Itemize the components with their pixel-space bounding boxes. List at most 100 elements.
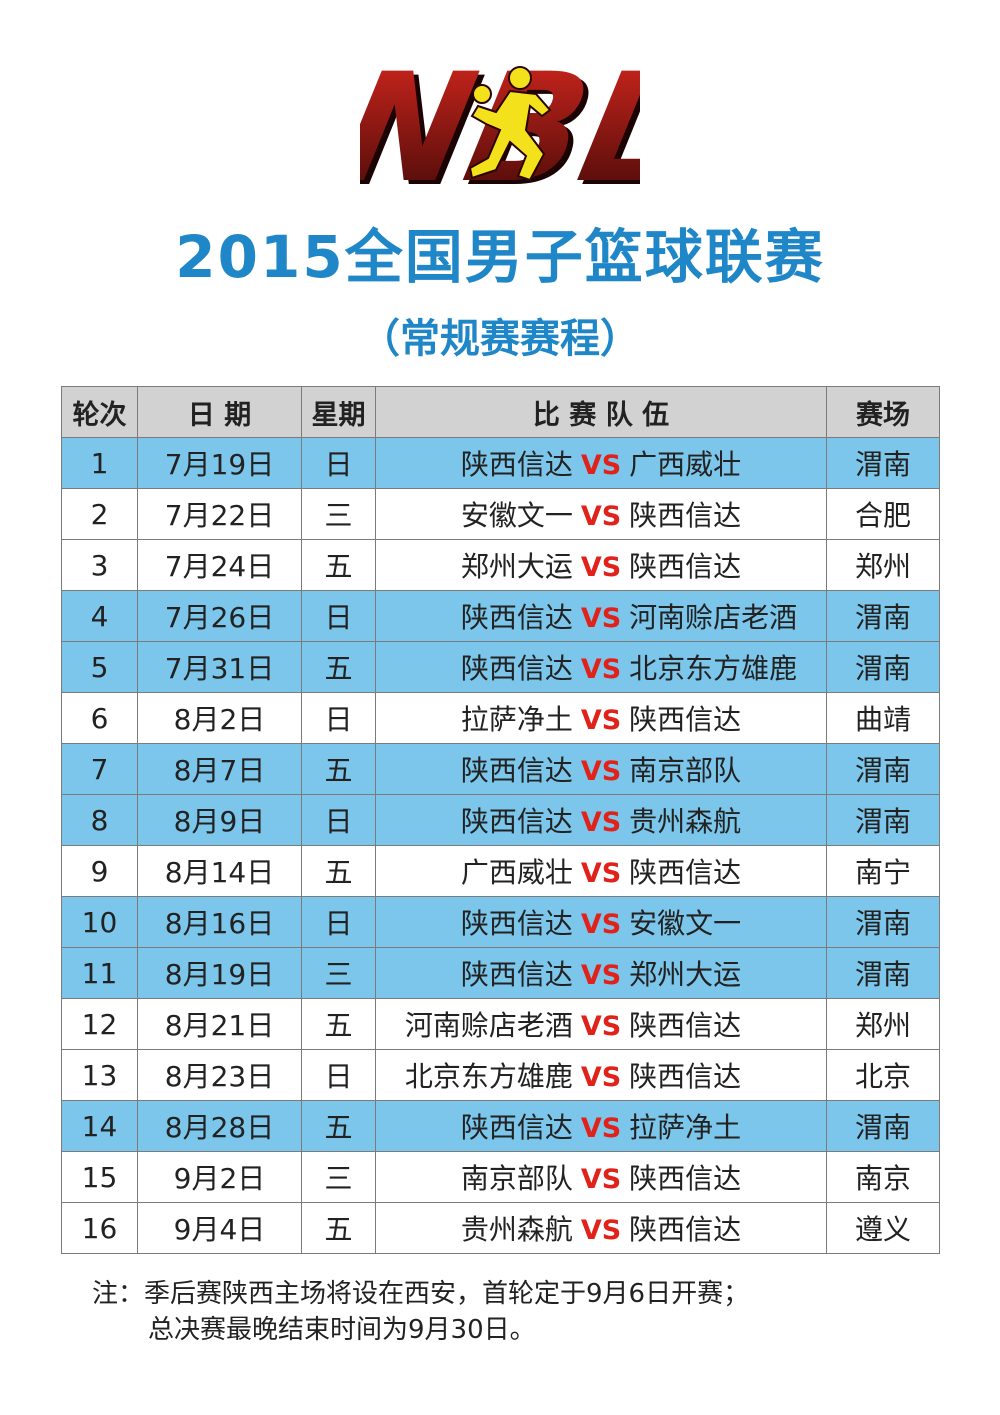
team-a: 陕西信达	[460, 754, 573, 787]
team-b: 陕西信达	[629, 550, 742, 583]
team-b: 陕西信达	[629, 1009, 742, 1042]
cell-date: 7月31日	[137, 641, 302, 693]
table-row: 4 7月26日日陕西信达 VS 河南赊店老酒 渭南	[61, 590, 940, 642]
table-row: 10 8月16日日陕西信达 VS 安徽文一 渭南	[61, 896, 940, 948]
table-row: 8 8月9日日陕西信达 VS 贵州森航 渭南	[61, 794, 940, 846]
cell-date: 8月28日	[137, 1100, 302, 1152]
cell-round: 12	[61, 998, 138, 1050]
table-row: 16 9月4日五贵州森航 VS 陕西信达 遵义	[61, 1202, 940, 1254]
cell-venue: 渭南	[826, 437, 940, 489]
cell-venue: 南宁	[826, 845, 940, 897]
team-a: 陕西信达	[460, 958, 573, 991]
cell-match: 陕西信达 VS 广西威壮	[375, 437, 827, 489]
cell-date: 8月14日	[137, 845, 302, 897]
cell-round: 5	[61, 641, 138, 693]
cell-weekday: 五	[301, 1202, 376, 1254]
cell-match: 陕西信达 VS 贵州森航	[375, 794, 827, 846]
cell-match: 陕西信达 VS 安徽文一	[375, 896, 827, 948]
team-b: 安徽文一	[629, 907, 742, 940]
cell-date: 7月22日	[137, 488, 302, 540]
header-venue: 赛场	[826, 386, 940, 438]
cell-venue: 渭南	[826, 794, 940, 846]
cell-match: 陕西信达 VS 南京部队	[375, 743, 827, 795]
cell-venue: 渭南	[826, 641, 940, 693]
cell-date: 8月21日	[137, 998, 302, 1050]
cell-weekday: 日	[301, 590, 376, 642]
team-a: 郑州大运	[460, 550, 573, 583]
vs-label: VS	[580, 807, 622, 838]
cell-match: 贵州森航 VS 陕西信达	[375, 1202, 827, 1254]
cell-match: 陕西信达 VS 北京东方雄鹿	[375, 641, 827, 693]
team-b: 河南赊店老酒	[629, 601, 798, 634]
vs-label: VS	[580, 960, 622, 991]
cell-weekday: 日	[301, 794, 376, 846]
header-round: 轮次	[61, 386, 138, 438]
team-b: 郑州大运	[629, 958, 742, 991]
page-title: 2015全国男子篮球联赛	[175, 223, 825, 291]
player-silhouette-icon	[468, 66, 552, 182]
cell-weekday: 日	[301, 1049, 376, 1101]
cell-round: 14	[61, 1100, 138, 1152]
cell-match: 陕西信达 VS 郑州大运	[375, 947, 827, 999]
team-a: 陕西信达	[460, 448, 573, 481]
vs-label: VS	[580, 1113, 622, 1144]
cell-match: 南京部队 VS 陕西信达	[375, 1151, 827, 1203]
footnote-line-1: 注：季后赛陕西主场将设在西安，首轮定于9月6日开赛；	[92, 1279, 750, 1309]
cell-venue: 渭南	[826, 743, 940, 795]
table-row: 6 8月2日日拉萨净土 VS 陕西信达 曲靖	[61, 692, 940, 744]
team-a: 河南赊店老酒	[404, 1009, 573, 1042]
team-a: 陕西信达	[460, 1111, 573, 1144]
cell-weekday: 三	[301, 1151, 376, 1203]
vs-label: VS	[580, 450, 622, 481]
cell-venue: 渭南	[826, 947, 940, 999]
table-row: 2 7月22日三安徽文一 VS 陕西信达 合肥	[61, 488, 940, 540]
cell-match: 陕西信达 VS 拉萨净土	[375, 1100, 827, 1152]
cell-date: 7月26日	[137, 590, 302, 642]
cell-weekday: 五	[301, 743, 376, 795]
cell-weekday: 五	[301, 539, 376, 591]
vs-label: VS	[580, 858, 622, 889]
team-a: 安徽文一	[460, 499, 573, 532]
team-b: 陕西信达	[629, 1213, 742, 1246]
vs-label: VS	[580, 1011, 622, 1042]
cell-date: 7月24日	[137, 539, 302, 591]
cell-match: 郑州大运 VS 陕西信达	[375, 539, 827, 591]
cell-date: 8月16日	[137, 896, 302, 948]
cell-match: 陕西信达 VS 河南赊店老酒	[375, 590, 827, 642]
footnote-line-2: 总决赛最晚结束时间为9月30日。	[148, 1315, 536, 1345]
table-header-row: 轮次 日 期 星期 比 赛 队 伍 赛场	[61, 386, 940, 438]
table-row: 15 9月2日三南京部队 VS 陕西信达 南京	[61, 1151, 940, 1203]
vs-label: VS	[580, 1062, 622, 1093]
team-a: 陕西信达	[460, 652, 573, 685]
vs-label: VS	[580, 909, 622, 940]
cell-round: 8	[61, 794, 138, 846]
cell-round: 3	[61, 539, 138, 591]
cell-date: 8月9日	[137, 794, 302, 846]
cell-round: 11	[61, 947, 138, 999]
cell-match: 广西威壮 VS 陕西信达	[375, 845, 827, 897]
schedule-table: 轮次 日 期 星期 比 赛 队 伍 赛场 1 7月19日日陕西信达 VS 广西威壮 渭南…	[61, 386, 940, 1254]
vs-label: VS	[580, 603, 622, 634]
team-a: 南京部队	[460, 1162, 573, 1195]
footnote: 注：季后赛陕西主场将设在西安，首轮定于9月6日开赛； 总决赛最晚结束时间为9月3…	[92, 1276, 749, 1348]
cell-match: 河南赊店老酒 VS 陕西信达	[375, 998, 827, 1050]
cell-round: 15	[61, 1151, 138, 1203]
cell-weekday: 日	[301, 692, 376, 744]
team-a: 陕西信达	[460, 907, 573, 940]
vs-label: VS	[580, 654, 622, 685]
vs-label: VS	[580, 1215, 622, 1246]
vs-label: VS	[580, 705, 622, 736]
vs-label: VS	[580, 501, 622, 532]
table-row: 7 8月7日五陕西信达 VS 南京部队 渭南	[61, 743, 940, 795]
cell-venue: 北京	[826, 1049, 940, 1101]
cell-round: 4	[61, 590, 138, 642]
cell-venue: 郑州	[826, 539, 940, 591]
nbl-logo: NBL NBL	[360, 58, 640, 190]
cell-weekday: 五	[301, 1100, 376, 1152]
cell-weekday: 五	[301, 845, 376, 897]
cell-match: 北京东方雄鹿 VS 陕西信达	[375, 1049, 827, 1101]
header-date: 日 期	[137, 386, 302, 438]
cell-date: 8月2日	[137, 692, 302, 744]
team-a: 拉萨净土	[460, 703, 573, 736]
cell-round: 2	[61, 488, 138, 540]
